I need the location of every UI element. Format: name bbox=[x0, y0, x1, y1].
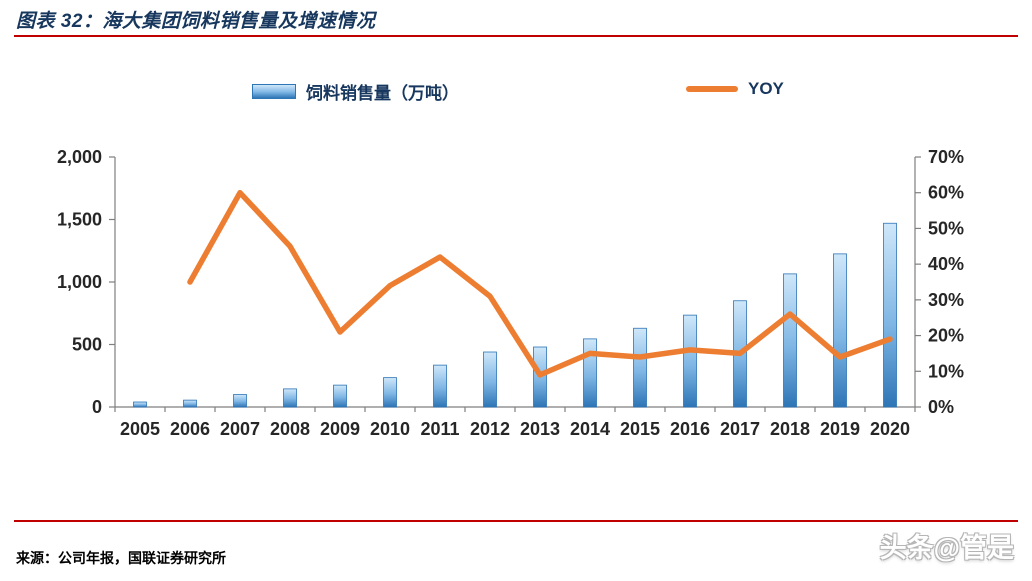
x-axis-label: 2013 bbox=[520, 419, 560, 439]
bar-2007 bbox=[233, 394, 247, 408]
bar-2008 bbox=[283, 388, 297, 408]
legend-item-bar-series: 饲料销售量（万吨） bbox=[252, 79, 459, 104]
x-axis-label: 2018 bbox=[770, 419, 810, 439]
x-axis-label: 2008 bbox=[270, 419, 310, 439]
bar-2019 bbox=[833, 253, 847, 408]
line-series-label: YOY bbox=[748, 79, 784, 98]
bar-2006 bbox=[183, 399, 197, 408]
left-axis-label: 1,500 bbox=[57, 210, 102, 230]
bar-2012 bbox=[483, 351, 497, 408]
right-axis-label: 40% bbox=[928, 254, 964, 274]
bar-2016 bbox=[683, 314, 697, 408]
right-axis-label: 60% bbox=[928, 183, 964, 203]
bar-2014 bbox=[583, 338, 597, 408]
x-axis-label: 2014 bbox=[570, 419, 610, 439]
bar-series-label: 饲料销售量（万吨） bbox=[306, 84, 459, 103]
left-axis-label: 1,000 bbox=[57, 272, 102, 292]
yoy-line bbox=[187, 189, 893, 378]
right-axis-label: 70% bbox=[928, 147, 964, 167]
x-axis-label: 2009 bbox=[320, 419, 360, 439]
left-axis-label: 0 bbox=[92, 397, 102, 417]
x-axis-label: 2007 bbox=[220, 419, 260, 439]
right-axis-label: 0% bbox=[928, 397, 954, 417]
bar-2005 bbox=[133, 401, 147, 408]
bar-2015 bbox=[633, 327, 647, 408]
x-axis-label: 2015 bbox=[620, 419, 660, 439]
x-axis-label: 2012 bbox=[470, 419, 510, 439]
x-axis-label: 2010 bbox=[370, 419, 410, 439]
legend-item-line-series: YOY bbox=[686, 79, 784, 99]
x-axis-label: 2006 bbox=[170, 419, 210, 439]
page-title: 图表 32：海大集团饲料销售量及增速情况 bbox=[16, 11, 376, 32]
top-divider bbox=[14, 35, 1018, 37]
bar-2010 bbox=[383, 377, 397, 408]
x-axis-label: 2016 bbox=[670, 419, 710, 439]
line-series-swatch-icon bbox=[686, 86, 738, 92]
bar-2018 bbox=[783, 273, 797, 408]
x-axis-label: 2011 bbox=[420, 419, 459, 439]
watermark: 头条@管是 bbox=[879, 533, 1014, 563]
x-axis-label: 2017 bbox=[720, 419, 760, 439]
bar-series-swatch-icon bbox=[252, 84, 296, 99]
source-note: 来源：公司年报，国联证券研究所 bbox=[16, 550, 226, 566]
bottom-divider bbox=[14, 520, 1018, 522]
right-axis-label: 20% bbox=[928, 326, 964, 346]
x-axis-label: 2020 bbox=[870, 419, 910, 439]
right-axis-label: 30% bbox=[928, 290, 964, 310]
left-axis-label: 2,000 bbox=[57, 147, 102, 167]
bar-2011 bbox=[433, 364, 447, 408]
chart-canvas: 0 500 1,000 1,500 2,000 0% 10% 20% 30% 40% 50% 60% 7… bbox=[57, 147, 964, 439]
bar-2009 bbox=[333, 384, 347, 408]
bar-2020 bbox=[883, 222, 897, 408]
x-axis-label: 2019 bbox=[820, 419, 860, 439]
right-axis-label: 50% bbox=[928, 218, 964, 238]
x-axis-label: 2005 bbox=[120, 419, 160, 439]
left-axis-label: 500 bbox=[72, 335, 102, 355]
right-axis-label: 10% bbox=[928, 361, 964, 381]
